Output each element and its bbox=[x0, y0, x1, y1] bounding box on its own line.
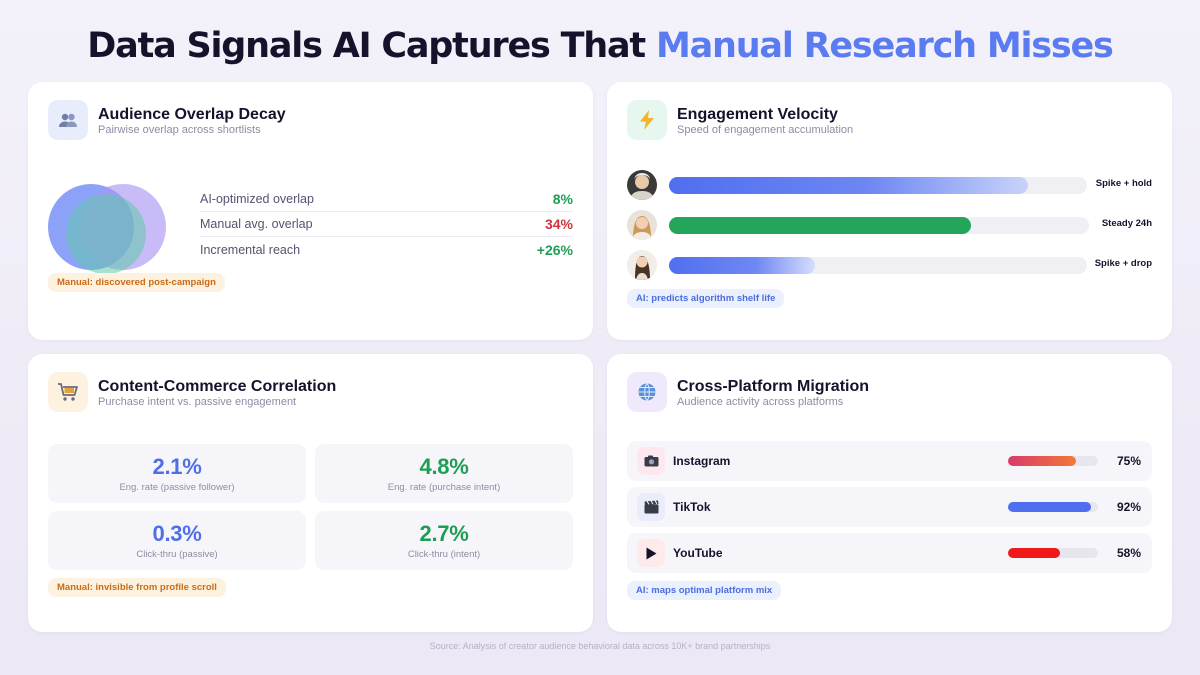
velocity-fill bbox=[669, 257, 816, 274]
card-title: Content-Commerce Correlation bbox=[98, 378, 337, 395]
velocity-fill bbox=[669, 217, 972, 234]
manual-tag: Manual: discovered post-campaign bbox=[48, 273, 225, 292]
velocity-label: Steady 24h bbox=[1101, 218, 1152, 229]
velocity-label: Spike + hold bbox=[1095, 178, 1152, 189]
clapper-icon bbox=[637, 493, 665, 521]
row-label: Manual avg. overlap bbox=[200, 217, 313, 231]
cart-icon bbox=[48, 372, 88, 412]
platform-row-youtube: YouTube 58% bbox=[627, 533, 1152, 573]
title-main: Data Signals AI Captures That bbox=[87, 26, 656, 66]
avatar bbox=[627, 170, 657, 200]
manual-tag: Manual: invisible from profile scroll bbox=[48, 578, 226, 597]
platform-percent: 75% bbox=[1116, 454, 1141, 468]
card-title: Engagement Velocity bbox=[677, 106, 838, 123]
velocity-row: Spike + drop bbox=[627, 250, 1152, 280]
velocity-track bbox=[669, 217, 1089, 234]
people-icon bbox=[48, 100, 88, 140]
velocity-row: Steady 24h bbox=[627, 210, 1152, 240]
engagement-velocity-card: Engagement Velocity Speed of engagement … bbox=[607, 82, 1172, 340]
overlap-row-manual: Manual avg. overlap 34% bbox=[200, 212, 573, 237]
overlap-row-ai: AI-optimized overlap 8% bbox=[200, 187, 573, 212]
platform-track bbox=[1008, 502, 1098, 512]
globe-icon bbox=[627, 372, 667, 412]
platform-fill bbox=[1008, 502, 1091, 512]
stat-tile: 4.8% Eng. rate (purchase intent) bbox=[315, 444, 573, 503]
platform-percent: 92% bbox=[1116, 500, 1141, 514]
avatar bbox=[627, 210, 657, 240]
velocity-row: Spike + hold bbox=[627, 170, 1152, 200]
card-title: Audience Overlap Decay bbox=[98, 106, 286, 123]
row-value: 8% bbox=[552, 191, 573, 207]
source-note: Source: Analysis of creator audience beh… bbox=[429, 641, 771, 651]
ai-tag: AI: maps optimal platform mix bbox=[627, 581, 782, 600]
stat-value: 0.3% bbox=[152, 521, 202, 546]
row-label: AI-optimized overlap bbox=[200, 192, 314, 206]
row-value: 34% bbox=[544, 216, 573, 232]
stat-caption: Click-thru (intent) bbox=[407, 549, 481, 560]
row-value: +26% bbox=[536, 241, 573, 258]
stat-value: 2.7% bbox=[419, 521, 469, 546]
stat-caption: Eng. rate (passive follower) bbox=[119, 482, 235, 493]
platform-track bbox=[1008, 456, 1098, 466]
venn-circle-overlap bbox=[66, 194, 146, 274]
platform-row-tiktok: TikTok 92% bbox=[627, 487, 1152, 527]
stat-caption: Eng. rate (purchase intent) bbox=[387, 482, 501, 493]
velocity-fill bbox=[669, 177, 1029, 194]
camera-icon bbox=[637, 447, 665, 475]
venn-diagram bbox=[48, 184, 166, 274]
avatar bbox=[627, 250, 657, 280]
play-icon bbox=[637, 539, 665, 567]
page-title: Data Signals AI Captures That Manual Res… bbox=[0, 26, 1200, 66]
platform-name: TikTok bbox=[673, 500, 711, 514]
platform-name: YouTube bbox=[673, 546, 723, 560]
velocity-track bbox=[669, 257, 1087, 274]
card-title: Cross-Platform Migration bbox=[677, 378, 870, 395]
title-accent: Manual Research Misses bbox=[655, 26, 1114, 66]
content-commerce-card: Content-Commerce Correlation Purchase in… bbox=[28, 354, 593, 632]
platform-row-instagram: Instagram 75% bbox=[627, 441, 1152, 481]
cross-platform-card: Cross-Platform Migration Audience activi… bbox=[607, 354, 1172, 632]
platform-track bbox=[1008, 548, 1098, 558]
overlap-row-reach: Incremental reach +26% bbox=[200, 237, 573, 262]
ai-tag: AI: predicts algorithm shelf life bbox=[627, 289, 785, 308]
card-subtitle: Speed of engagement accumulation bbox=[677, 124, 854, 136]
card-subtitle: Pairwise overlap across shortlists bbox=[98, 124, 261, 136]
stat-value: 2.1% bbox=[152, 454, 202, 479]
row-label: Incremental reach bbox=[200, 242, 301, 257]
platform-name: Instagram bbox=[673, 454, 731, 468]
platform-fill bbox=[1008, 456, 1076, 466]
stat-caption: Click-thru (passive) bbox=[136, 549, 218, 560]
stat-tile: 0.3% Click-thru (passive) bbox=[48, 511, 306, 570]
velocity-track bbox=[669, 177, 1087, 194]
stat-tile: 2.7% Click-thru (intent) bbox=[315, 511, 573, 570]
platform-fill bbox=[1008, 548, 1061, 558]
card-subtitle: Audience activity across platforms bbox=[677, 396, 844, 408]
lightning-icon bbox=[627, 100, 667, 140]
stat-value: 4.8% bbox=[419, 454, 469, 479]
audience-overlap-card: Audience Overlap Decay Pairwise overlap … bbox=[28, 82, 593, 340]
platform-percent: 58% bbox=[1116, 546, 1141, 560]
card-subtitle: Purchase intent vs. passive engagement bbox=[98, 396, 297, 408]
velocity-label: Spike + drop bbox=[1094, 258, 1152, 269]
stat-tile: 2.1% Eng. rate (passive follower) bbox=[48, 444, 306, 503]
